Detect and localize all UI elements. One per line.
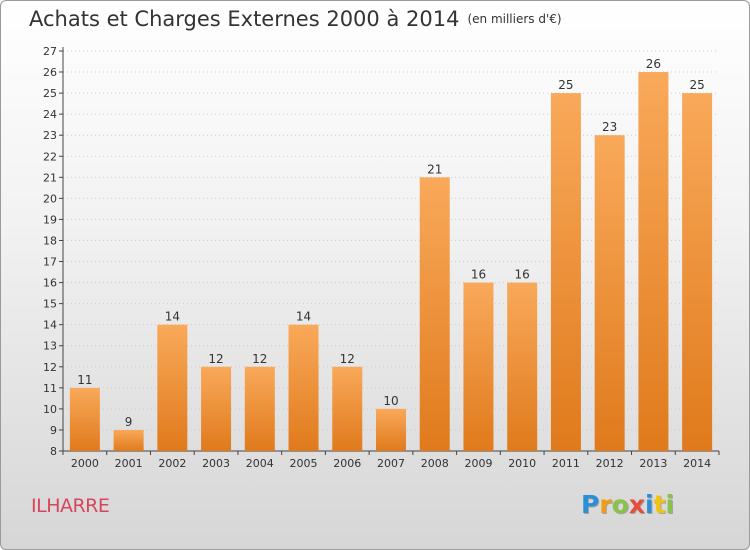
- data-label-2004: 12: [252, 352, 267, 366]
- y-tick-label: 16: [43, 277, 57, 290]
- x-tick-label-2005: 2005: [290, 457, 318, 470]
- bars: [69, 72, 713, 452]
- bar-2001: [113, 429, 144, 451]
- y-tick-labels: 8 9 10 11 12 13 14 15 16 17 18 19 20 21 22 23 24 25 26 27: [43, 45, 57, 458]
- y-tick-label: 23: [43, 129, 57, 142]
- bar-2013: [638, 72, 669, 451]
- data-label-2008: 21: [427, 162, 442, 176]
- logo-letter: r: [599, 490, 612, 519]
- y-tick-label: 24: [43, 108, 57, 121]
- bar-2010: [507, 282, 538, 451]
- y-tick-label: 13: [43, 340, 57, 353]
- bar-2012: [594, 135, 625, 452]
- x-tick-label-2009: 2009: [464, 457, 492, 470]
- data-label-2000: 11: [77, 373, 92, 387]
- x-tick-label-2013: 2013: [639, 457, 667, 470]
- y-tick-label: 14: [43, 319, 57, 332]
- commune-name: ILHARRE: [31, 495, 110, 517]
- chart-title-text: Achats et Charges Externes 2000 à 2014: [29, 7, 460, 31]
- y-tick-label: 25: [43, 87, 57, 100]
- logo-letter: t: [653, 490, 666, 519]
- logo-letter: P: [581, 490, 600, 519]
- y-tick-label: 17: [43, 256, 57, 269]
- data-label-2013: 26: [646, 57, 661, 71]
- y-tick-label: 9: [50, 424, 57, 437]
- bar-2004: [244, 366, 275, 451]
- data-label-2014: 25: [689, 78, 704, 92]
- y-tick-label: 11: [43, 382, 57, 395]
- bar-2006: [332, 366, 363, 451]
- data-label-2011: 25: [558, 78, 573, 92]
- data-label-2009: 16: [471, 268, 486, 282]
- x-tick-labels: 2000 2001 2002 2003 2004 2005 2006 2007 2008 2009…: [71, 457, 711, 470]
- bar-2009: [463, 282, 494, 451]
- bar-2000: [69, 387, 100, 451]
- x-tick-label-2002: 2002: [158, 457, 186, 470]
- data-label-2012: 23: [602, 120, 617, 134]
- y-tick-label: 20: [43, 192, 57, 205]
- data-label-2002: 14: [165, 310, 180, 324]
- x-tick-label-2010: 2010: [508, 457, 536, 470]
- y-tick-label: 18: [43, 234, 57, 247]
- logo-letter: i: [665, 490, 675, 519]
- x-tick-label-2008: 2008: [421, 457, 449, 470]
- x-tick-label-2012: 2012: [596, 457, 624, 470]
- x-tick-label-2007: 2007: [377, 457, 405, 470]
- bar-2002: [157, 324, 188, 451]
- y-tick-label: 15: [43, 298, 57, 311]
- y-tick-label: 21: [43, 171, 57, 184]
- data-label-2007: 10: [383, 394, 398, 408]
- data-label-2010: 16: [515, 268, 530, 282]
- data-labels: 11 9 14 12 12 14 12 10 21 16 16 25 23 26 25: [77, 57, 705, 429]
- bar-2007: [376, 408, 406, 451]
- x-tick-label-2014: 2014: [683, 457, 711, 470]
- bar-2003: [201, 366, 232, 451]
- chart-title: Achats et Charges Externes 2000 à 2014 (e…: [29, 7, 562, 31]
- y-tick-label: 10: [43, 403, 57, 416]
- bar-2011: [550, 93, 581, 452]
- x-tick-label-2011: 2011: [552, 457, 580, 470]
- x-tick-label-2003: 2003: [202, 457, 230, 470]
- proxiti-logo: Proxiti: [581, 490, 674, 519]
- bar-2014: [682, 93, 713, 452]
- data-label-2006: 12: [340, 352, 355, 366]
- data-label-2003: 12: [208, 352, 223, 366]
- x-tick-label-2000: 2000: [71, 457, 99, 470]
- x-tick-label-2004: 2004: [246, 457, 274, 470]
- y-tick-label: 22: [43, 150, 57, 163]
- y-tick-label: 12: [43, 361, 57, 374]
- bar-2005: [288, 324, 319, 451]
- data-label-2001: 9: [125, 415, 133, 429]
- y-tick-label: 19: [43, 213, 57, 226]
- data-label-2005: 14: [296, 310, 311, 324]
- x-tick-label-2006: 2006: [333, 457, 361, 470]
- bar-2008: [419, 177, 450, 451]
- x-tick-label-2001: 2001: [115, 457, 143, 470]
- logo-letter: i: [645, 490, 654, 519]
- y-tick-label: 26: [43, 66, 57, 79]
- y-tick-label: 8: [50, 445, 57, 458]
- logo-letter: x: [628, 490, 645, 519]
- chart-unit-label: (en milliers d'€): [467, 12, 562, 26]
- y-tick-label: 27: [43, 45, 57, 58]
- logo-letter: o: [611, 490, 629, 519]
